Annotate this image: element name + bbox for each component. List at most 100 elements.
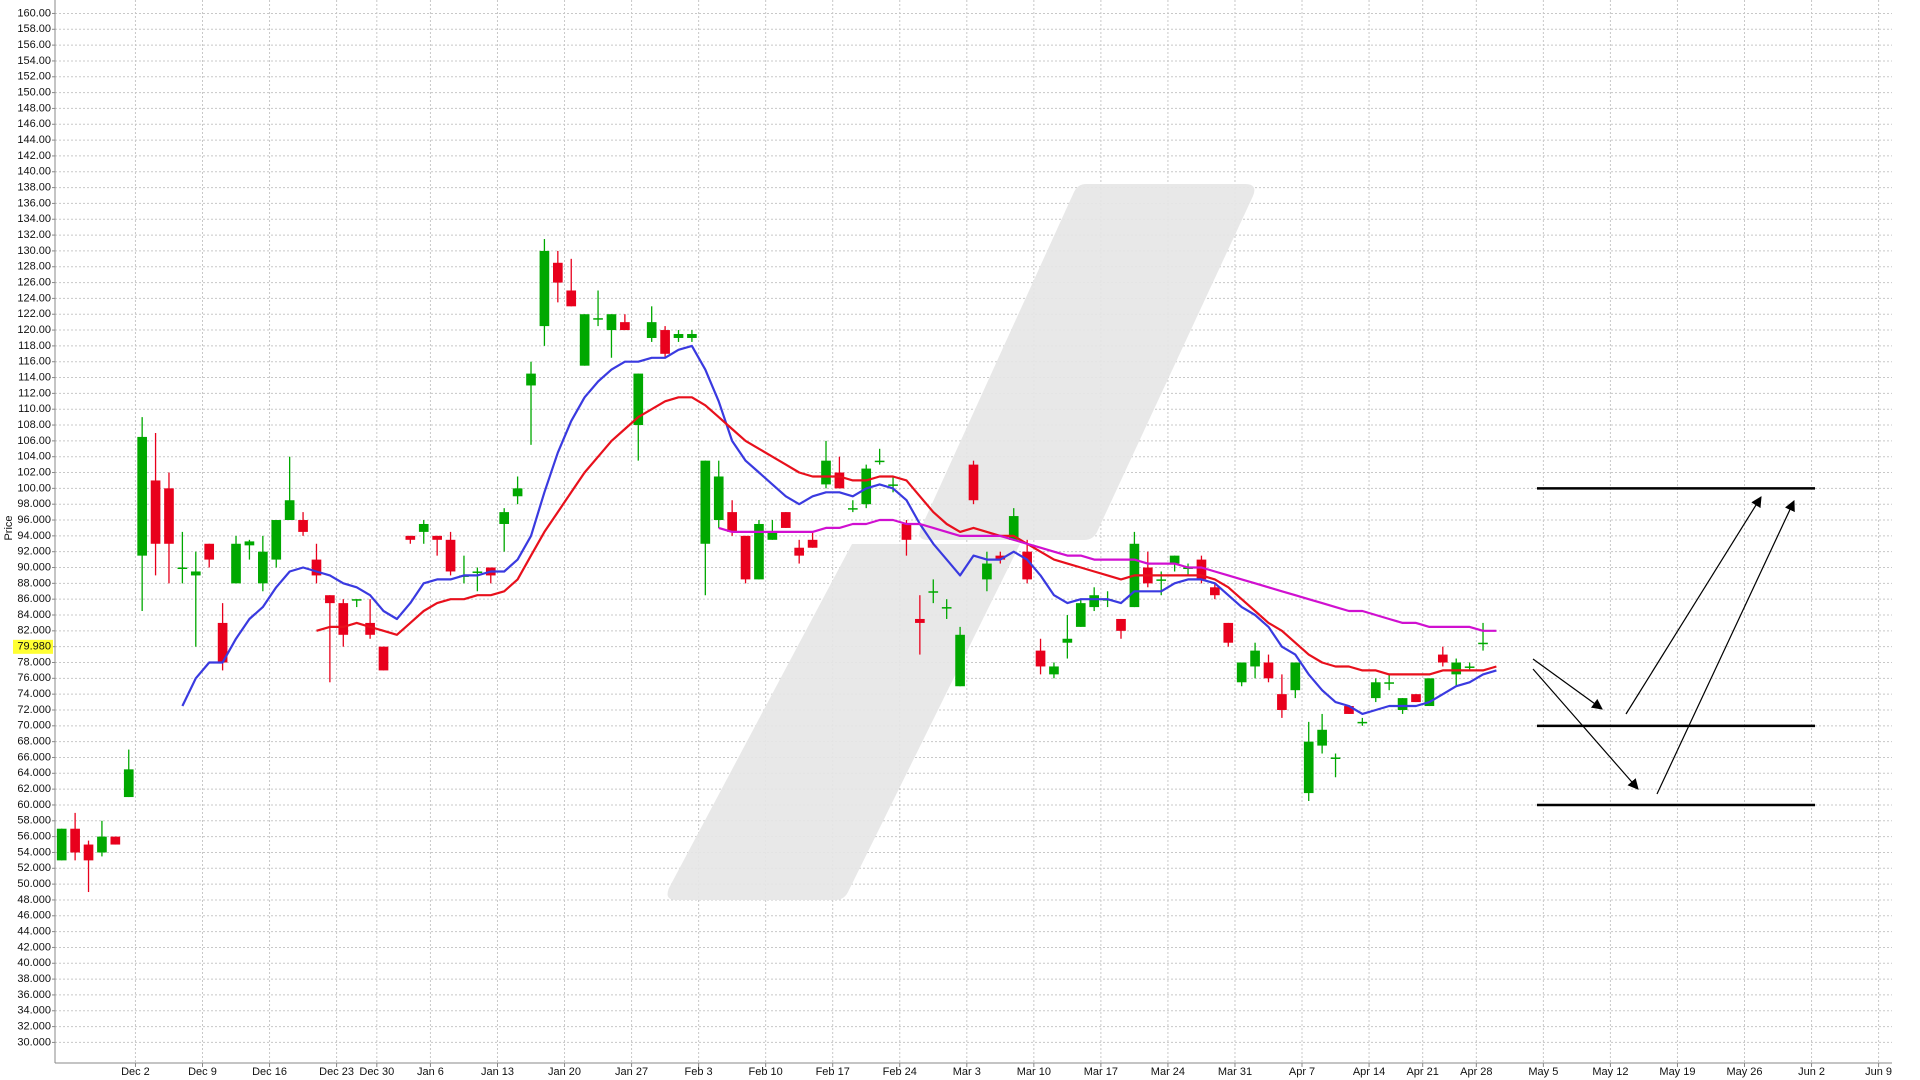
x-tick-label: Apr 14 [1353,1066,1385,1078]
candle-body [821,460,831,485]
candle-body [1008,516,1019,540]
candle-body [1075,603,1086,627]
candle-body [526,373,536,386]
candle-body [1169,555,1180,564]
candle-body [258,551,268,584]
y-tick-label: 134.00 [17,213,51,225]
y-tick-label: 122.00 [17,308,51,320]
candle-body [110,836,121,845]
x-tick-label: Jan 6 [417,1066,444,1078]
candle-body [660,330,670,354]
x-tick-label: Jun 2 [1798,1066,1825,1078]
y-tick-label: 152.00 [17,71,51,83]
y-tick-label: 52.000 [17,862,51,874]
last-price-box [13,639,53,654]
y-tick-label: 112.00 [18,387,51,399]
y-tick-label: 68.000 [17,736,51,748]
y-tick-label: 38.000 [17,973,51,985]
x-tick-label: Apr 21 [1406,1066,1438,1078]
y-tick-label: 82.000 [17,625,51,637]
y-tick-label: 74.000 [17,688,51,700]
y-tick-label: 44.000 [17,926,51,938]
x-tick-label: Jun 9 [1865,1066,1892,1078]
plot-marks [56,239,1497,893]
y-tick-label: 70.000 [17,720,51,732]
y-tick-label: 130.00 [17,245,51,257]
candle-body [1303,741,1314,794]
candle-body [673,334,684,338]
candle-body [847,508,858,510]
candle-body [687,334,697,338]
candle-body [365,622,375,635]
candle-body [646,322,657,338]
candle-body [1411,694,1421,703]
candle-body [325,595,335,604]
candle-body [955,634,965,687]
candle-body [378,646,389,671]
x-tick-label: Dec 16 [252,1066,287,1078]
candle-body [539,250,550,327]
candle-body [1437,654,1448,663]
candle-body [1330,757,1341,759]
candle-body [982,563,992,580]
candle-body [472,571,483,573]
x-tick-label: Feb 24 [883,1066,917,1078]
candle-body [727,512,737,532]
candle-body [418,523,429,532]
candle-body [177,567,188,570]
y-tick-label: 156.00 [17,39,51,51]
y-tick-label: 98.000 [17,498,51,510]
y-tick-label: 114.00 [18,371,51,383]
y-tick-label: 78.000 [17,656,51,668]
candle-body [566,290,577,307]
candle-body [1062,638,1073,643]
arrow [1532,658,1603,710]
y-tick-label: 146.00 [17,118,51,130]
candle-body [1370,682,1381,699]
candle-body [1263,662,1274,679]
candle-body [204,543,215,560]
candle-body [995,555,1006,560]
candle-body [1156,579,1167,581]
arrow [1625,496,1762,715]
candle-body [1317,729,1327,746]
candle-body [1196,559,1207,580]
candle-body [244,541,255,546]
y-axis-title: Price [3,515,15,540]
y-tick-label: 120.00 [17,324,51,336]
y-tick-label: 150.00 [17,87,51,99]
y-tick-label: 100.00 [17,482,51,494]
y-tick-label: 34.000 [17,1005,51,1017]
y-tick-label: 64.000 [17,767,51,779]
y-tick-label: 96.000 [17,514,51,526]
moving-average-line [718,518,1497,632]
y-tick-label: 46.000 [17,910,51,922]
candle-body [579,314,590,366]
x-tick-label: Jan 20 [548,1066,581,1078]
candle-body [901,523,912,540]
x-tick-label: Mar 24 [1151,1066,1185,1078]
y-tick-label: 158.00 [17,23,51,35]
moving-average-line [181,344,1497,715]
y-tick-label: 58.000 [17,815,51,827]
y-tick-label: 66.000 [17,751,51,763]
y-tick-label: 136.00 [17,197,51,209]
watermark [667,184,1255,900]
y-tick-label: 76.000 [17,672,51,684]
candle-body [700,460,711,544]
moving-average-line [316,396,1497,676]
x-tick-label: Apr 7 [1289,1066,1315,1078]
y-tick-label: 86.000 [17,593,51,605]
x-tick-label: May 12 [1592,1066,1628,1078]
candle-body [1464,666,1475,668]
candle-body [780,512,791,528]
candle-body [633,373,644,426]
x-tick-label: Dec 9 [188,1066,217,1078]
x-tick-label: Feb 10 [749,1066,783,1078]
y-tick-label: 56.000 [17,831,51,843]
candle-body [928,591,939,593]
x-tick-label: May 5 [1528,1066,1558,1078]
y-tick-label: 88.000 [17,577,51,589]
candle-body [794,547,805,556]
y-tick-label: 94.000 [17,530,51,542]
